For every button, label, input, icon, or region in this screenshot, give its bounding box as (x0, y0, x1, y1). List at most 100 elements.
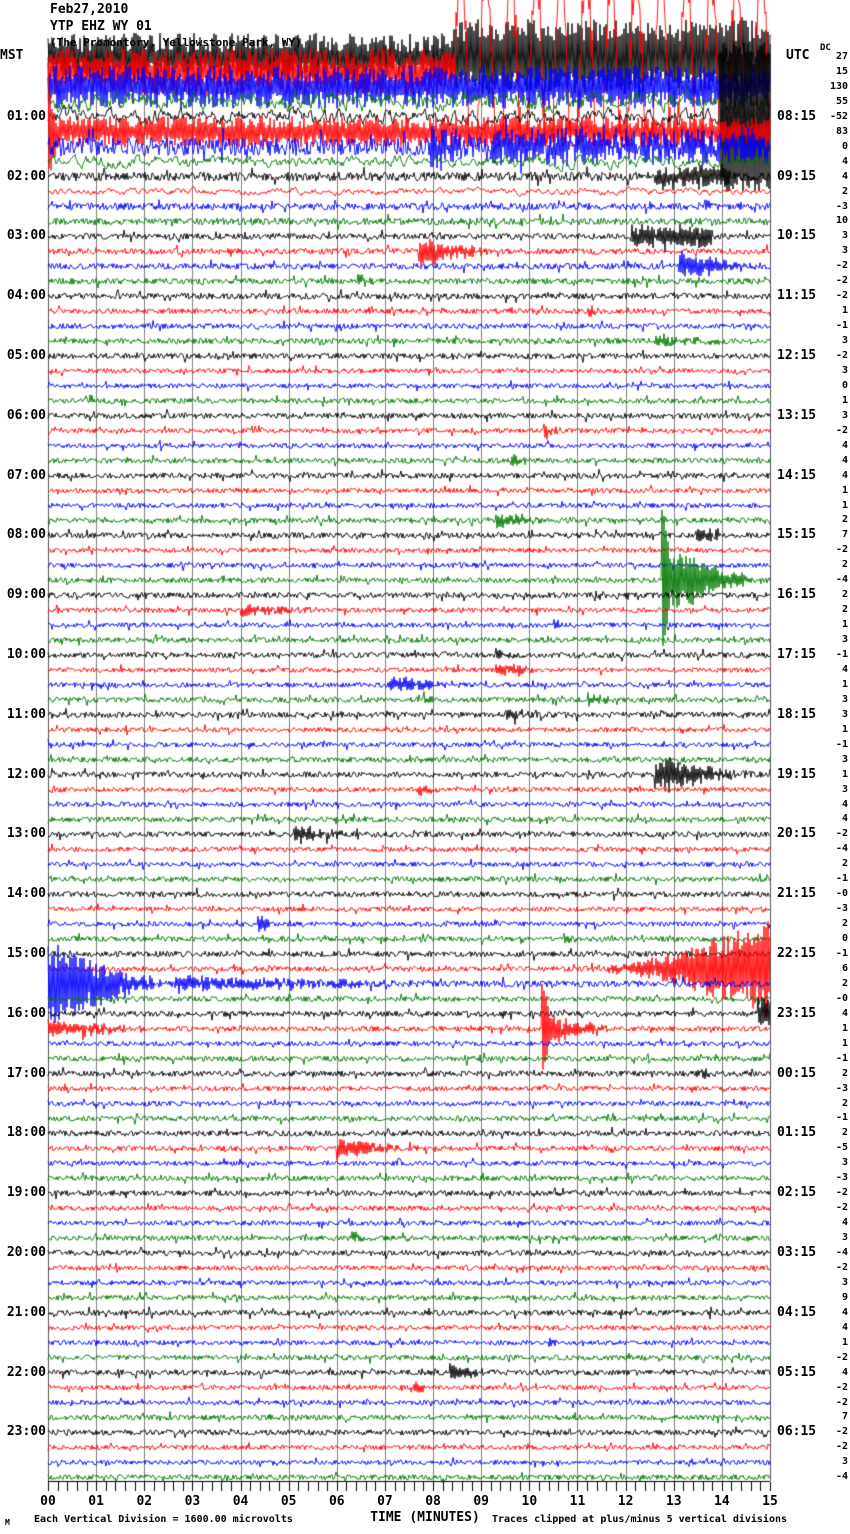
utc-label: 01:15 (777, 1125, 817, 1141)
dc-value: 3 (841, 708, 848, 720)
dc-value: 0 (841, 933, 848, 945)
utc-label: 00:15 (777, 1065, 817, 1081)
dc-value: 2 (841, 977, 848, 989)
mst-label: 18:00 (6, 1125, 46, 1141)
mst-label: 12:00 (6, 766, 46, 782)
dc-value: -4 (835, 574, 848, 586)
dc-value: 6 (841, 962, 848, 974)
dc-value: 3 (841, 783, 848, 795)
dc-value: -4 (835, 1471, 848, 1483)
dc-value: -1 (835, 1052, 848, 1064)
mst-label: 19:00 (6, 1185, 46, 1201)
dc-value: -1 (835, 1112, 848, 1124)
utc-label: 18:15 (777, 706, 817, 722)
dc-value: 2 (841, 1127, 848, 1139)
dc-value: -2 (835, 1261, 848, 1273)
dc-value: 9 (841, 1291, 848, 1303)
dc-value: -2 (835, 260, 848, 272)
utc-label: 10:15 (777, 228, 817, 244)
mst-label: 02:00 (6, 168, 46, 184)
dc-value: -2 (835, 1351, 848, 1363)
dc-value: 4 (841, 798, 848, 810)
dc-value: 3 (841, 1276, 848, 1288)
dc-value: -0 (835, 888, 848, 900)
dc-value: 2 (841, 559, 848, 571)
dc-value: 2 (841, 1097, 848, 1109)
dc-value: 1 (841, 499, 848, 511)
dc-value: -2 (835, 1426, 848, 1438)
x-tick-label: 14 (714, 1494, 730, 1509)
mst-label: 15:00 (6, 946, 46, 961)
dc-value: -2 (835, 1202, 848, 1214)
mst-label: 17:00 (6, 1065, 46, 1081)
dc-value: -2 (835, 290, 848, 302)
dc-value: 4 (841, 1366, 848, 1378)
dc-value: 4 (841, 454, 848, 466)
utc-label: 14:15 (777, 467, 817, 483)
dc-value: 1 (841, 723, 848, 735)
dc-value: -3 (835, 1082, 848, 1094)
dc-value: 1 (841, 1336, 848, 1348)
dc-value: -2 (835, 1441, 848, 1453)
dc-value: 83 (835, 125, 848, 137)
utc-label: 15:15 (777, 527, 817, 543)
dc-value: 4 (841, 1217, 848, 1229)
dc-value: -2 (835, 1187, 848, 1199)
dc-value: 2 (841, 185, 848, 197)
mst-label: 06:00 (6, 407, 46, 423)
dc-value: 55 (835, 95, 848, 107)
mst-label: 09:00 (6, 587, 46, 603)
dc-value: 7 (841, 529, 848, 541)
utc-timezone-label: UTC (786, 48, 810, 63)
dc-value: 3 (841, 335, 848, 347)
utc-label: 09:15 (777, 168, 817, 184)
x-tick-label: 01 (88, 1494, 104, 1509)
dc-value: -3 (835, 903, 848, 915)
dc-value: -52 (829, 110, 848, 122)
dc-value: -2 (835, 350, 848, 361)
dc-value: 2 (841, 858, 848, 870)
dc-value: -2 (835, 275, 848, 287)
dc-value: -5 (835, 1142, 848, 1154)
utc-label: 21:15 (777, 886, 817, 902)
x-tick-label: 15 (762, 1494, 778, 1509)
dc-value: 4 (841, 469, 848, 481)
dc-value: -1 (835, 948, 848, 959)
x-tick-label: 11 (569, 1494, 586, 1509)
utc-label: 20:15 (777, 826, 817, 842)
x-tick-label: 04 (232, 1494, 249, 1509)
x-tick-label: 00 (40, 1494, 56, 1509)
mst-label: 23:00 (6, 1424, 46, 1440)
station-code: YTP EHZ WY 01 (50, 19, 152, 34)
dc-value: 4 (841, 813, 848, 825)
x-tick-label: 02 (136, 1494, 153, 1509)
x-tick-label: 07 (377, 1494, 393, 1509)
mst-timezone-label: MST (0, 48, 24, 63)
mst-label: 11:00 (6, 706, 46, 722)
dc-value: 2 (841, 514, 848, 526)
mst-label: 14:00 (6, 886, 46, 902)
utc-label: 02:15 (777, 1185, 817, 1201)
dc-value: -1 (835, 320, 848, 332)
dc-value: 3 (841, 634, 848, 646)
x-tick-label: 03 (184, 1494, 201, 1509)
dc-value: 10 (835, 215, 848, 227)
utc-label: 23:15 (777, 1005, 817, 1021)
utc-label: 05:15 (777, 1364, 817, 1380)
x-tick-label: 12 (617, 1494, 634, 1509)
mst-label: 05:00 (6, 348, 46, 363)
utc-label: 11:15 (777, 288, 817, 304)
dc-value: 3 (841, 364, 848, 376)
mst-label: 20:00 (6, 1245, 46, 1260)
x-tick-label: 09 (473, 1494, 490, 1509)
dc-value: 0 (841, 379, 848, 391)
mst-label: 08:00 (6, 527, 46, 543)
mst-label: 22:00 (6, 1364, 46, 1380)
dc-value: 4 (841, 1306, 848, 1318)
utc-label: 03:15 (777, 1245, 817, 1260)
dc-value: 3 (841, 230, 848, 242)
dc-value: 4 (841, 170, 848, 182)
dc-value: -3 (835, 1172, 848, 1184)
mst-label: 04:00 (6, 288, 46, 304)
